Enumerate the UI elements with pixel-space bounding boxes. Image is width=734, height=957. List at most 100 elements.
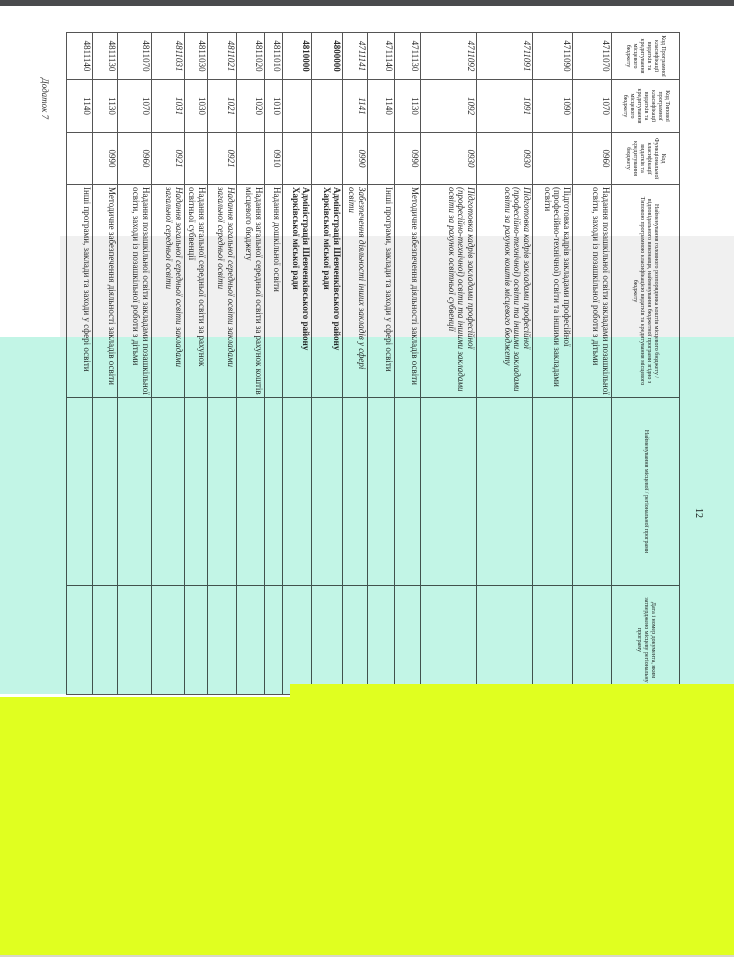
document-cell: [476, 585, 533, 695]
typical-code-cell: [311, 79, 343, 133]
header-functional-code: Код Функціональної класифікації видатків…: [611, 132, 680, 185]
document-cell: [367, 585, 395, 695]
document-cell: [264, 585, 283, 695]
functional-code-cell: [367, 132, 395, 185]
header-typical-code: Код Типової програмної класифікації вида…: [611, 79, 680, 133]
document-cell: [236, 585, 265, 695]
document-cell: [184, 585, 208, 695]
name-cell: Надання позашкільної освіти закладами по…: [117, 184, 152, 398]
typical-code-cell: 1130: [92, 79, 118, 133]
typical-code-cell: 1141: [342, 79, 368, 133]
program-code-cell: 4711070: [572, 32, 612, 80]
functional-code-cell: 0990: [394, 132, 421, 185]
program-code-cell: 4811140: [66, 32, 93, 80]
header-program-code: Код Програмної класифікації видатків та …: [611, 32, 680, 80]
name-cell: Підготовка кадрів закладами професійної …: [420, 184, 477, 398]
budget-programs-table: Код Програмної класифікації видатків та …: [66, 32, 680, 695]
functional-code-cell: 0930: [476, 132, 533, 185]
table-row: 4811030 1030 Надання загальної середньої о…: [184, 32, 208, 695]
program-code-cell: 4811030: [184, 32, 208, 80]
table-row: 4810000 Адміністрація Шевченківського рай…: [282, 32, 312, 695]
name-cell: Інші програми, заклади та заходи у сфері…: [367, 184, 395, 398]
program-code-cell: 4711140: [367, 32, 395, 80]
table-header-row: Код Програмної класифікації видатків та …: [611, 32, 680, 695]
typical-code-cell: 1070: [117, 79, 152, 133]
name-cell: Методичне забезпечення діяльності заклад…: [394, 184, 421, 398]
typical-code-cell: 1021: [207, 79, 237, 133]
program-code-cell: 4811021: [207, 32, 237, 80]
local-program-cell: [207, 397, 237, 586]
annex-label: Додаток 7: [40, 78, 50, 120]
table-row: 4711141 1141 0990 Забезпечення діяльності і…: [342, 32, 368, 695]
local-program-cell: [66, 397, 93, 586]
functional-code-cell: 0960: [572, 132, 612, 185]
document-cell: [572, 585, 612, 695]
name-cell: Надання позашкільної освіти закладами по…: [572, 184, 612, 398]
typical-code-cell: 1090: [532, 79, 573, 133]
page-number: 12: [693, 508, 704, 518]
local-program-cell: [367, 397, 395, 586]
program-code-cell: 4800000: [311, 32, 343, 80]
program-code-cell: 4811020: [236, 32, 265, 80]
typical-code-cell: 1140: [66, 79, 93, 133]
table-row: 4811031 1031 0921 Надання загальної середнь…: [151, 32, 185, 695]
functional-code-cell: [236, 132, 265, 185]
document-cell: [92, 585, 118, 695]
name-cell: Надання дошкільної освіти: [264, 184, 283, 398]
functional-code-cell: [66, 132, 93, 185]
name-cell: Забезпечення діяльності інших закладів у…: [342, 184, 368, 398]
local-program-cell: [476, 397, 533, 586]
table-row: 4711140 1140 Інші програми, заклади та зах…: [367, 32, 395, 695]
local-program-cell: [264, 397, 283, 586]
typical-code-cell: 1070: [572, 79, 612, 133]
functional-code-cell: 0990: [92, 132, 118, 185]
header-document: Дата і номер документа, яким затверджено…: [611, 585, 680, 695]
viewer-top-bar: [0, 0, 734, 6]
table-row: 4711070 1070 0960 Надання позашкільної осві…: [572, 32, 612, 695]
functional-code-cell: [282, 132, 312, 185]
program-code-cell: 4711141: [342, 32, 368, 80]
typical-code-cell: 1030: [184, 79, 208, 133]
program-code-cell: 4711092: [420, 32, 477, 80]
table-row: 4711091 1091 0930 Підготовка кадрів заклада…: [476, 32, 533, 695]
document-cell: [311, 585, 343, 695]
name-cell: Надання загальної середньої освіти за ра…: [236, 184, 265, 398]
functional-code-cell: 0910: [264, 132, 283, 185]
name-cell: Підготовка кадрів закладами професійної …: [532, 184, 573, 398]
document-cell: [394, 585, 421, 695]
document-cell: [342, 585, 368, 695]
local-program-cell: [151, 397, 185, 586]
table-row: 4711130 1130 0990 Методичне забезпечення ді…: [394, 32, 421, 695]
table-row: 4811070 1070 0960 Надання позашкільної осві…: [117, 32, 152, 695]
name-cell: Надання загальної середньої освіти закла…: [151, 184, 185, 398]
name-cell: Адміністрація Шевченківського району Хар…: [311, 184, 343, 398]
local-program-cell: [117, 397, 152, 586]
local-program-cell: [236, 397, 265, 586]
document-cell: [420, 585, 477, 695]
program-code-cell: 4711130: [394, 32, 421, 80]
local-program-cell: [394, 397, 421, 586]
typical-code-cell: 1010: [264, 79, 283, 133]
table-row: 4711090 1090 Підготовка кадрів закладами п…: [532, 32, 573, 695]
typical-code-cell: 1140: [367, 79, 395, 133]
name-cell: Надання загальної середньої освіти закла…: [207, 184, 237, 398]
document-cell: [282, 585, 312, 695]
header-name: Найменування головного розпорядника кошт…: [611, 184, 680, 398]
table-row: 4811020 1020 Надання загальної середньої о…: [236, 32, 265, 695]
name-cell: Адміністрація Шевченківського району Хар…: [282, 184, 312, 398]
document-cell: [66, 585, 93, 695]
program-code-cell: 4711091: [476, 32, 533, 80]
functional-code-cell: [311, 132, 343, 185]
typical-code-cell: 1091: [476, 79, 533, 133]
local-program-cell: [311, 397, 343, 586]
name-cell: Підготовка кадрів закладами професійної …: [476, 184, 533, 398]
document-cell: [151, 585, 185, 695]
functional-code-cell: 0960: [117, 132, 152, 185]
typical-code-cell: 1031: [151, 79, 185, 133]
functional-code-cell: [532, 132, 573, 185]
table-row: 4811130 1130 0990 Методичне забезпечення ді…: [92, 32, 118, 695]
table-row: 4711092 1092 0930 Підготовка кадрів заклада…: [420, 32, 477, 695]
functional-code-cell: 0921: [151, 132, 185, 185]
